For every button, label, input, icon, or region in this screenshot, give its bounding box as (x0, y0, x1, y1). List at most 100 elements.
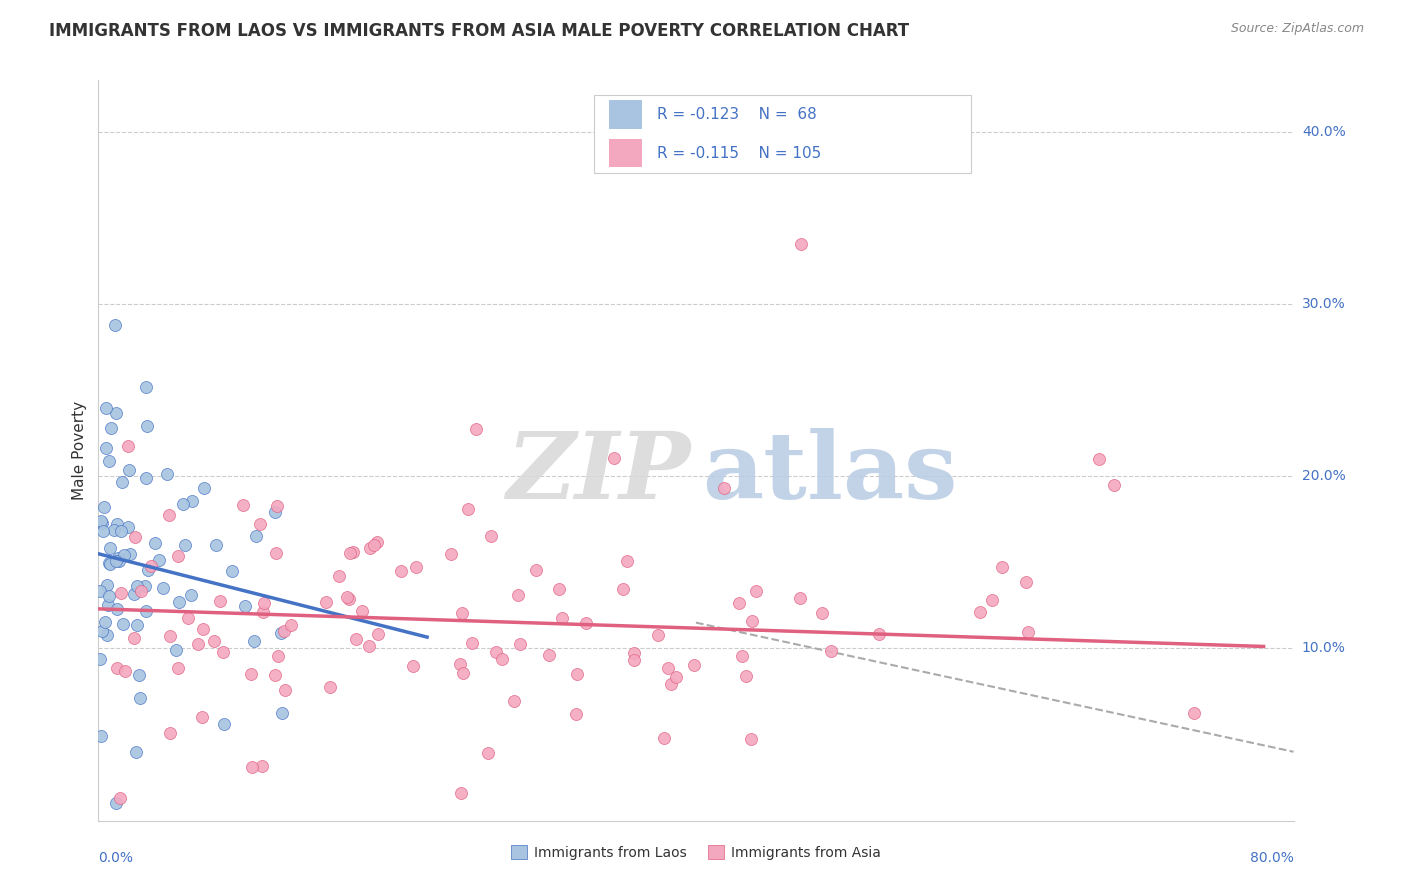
Point (120, 547, 142, 561)
Point (991, 559, 1014, 574)
Point (124, 530, 146, 544)
Text: 40.0%: 40.0% (1302, 125, 1346, 139)
Point (125, 745, 148, 759)
Point (209, 594, 232, 608)
Point (503, 694, 526, 708)
Text: IMMIGRANTS FROM LAOS VS IMMIGRANTS FROM ASIA MALE POVERTY CORRELATION CHART: IMMIGRANTS FROM LAOS VS IMMIGRANTS FROM … (49, 22, 910, 40)
Point (135, 471, 157, 485)
Point (156, 467, 179, 481)
Point (159, 629, 181, 643)
Point (280, 618, 302, 632)
FancyBboxPatch shape (595, 95, 972, 173)
Point (401, 658, 423, 673)
Point (344, 632, 367, 647)
Point (683, 657, 706, 672)
Point (105, 660, 128, 674)
Point (180, 493, 202, 508)
Text: ZIP: ZIP (506, 427, 690, 517)
Y-axis label: Male Poverty: Male Poverty (72, 401, 87, 500)
Point (128, 668, 150, 682)
Point (250, 759, 273, 773)
Point (97, 599, 120, 613)
Point (491, 652, 513, 666)
Point (461, 636, 484, 650)
Point (187, 637, 209, 651)
Point (173, 537, 195, 551)
Point (449, 657, 471, 671)
Point (232, 498, 254, 512)
Point (603, 450, 626, 465)
Point (451, 666, 474, 681)
Point (193, 623, 215, 637)
Point (159, 726, 181, 740)
Point (105, 517, 128, 532)
Point (177, 610, 200, 624)
Point (389, 565, 412, 579)
Point (659, 677, 682, 691)
Point (89, 652, 111, 666)
Point (108, 554, 131, 568)
Point (263, 505, 285, 519)
Text: atlas: atlas (702, 427, 957, 517)
Point (616, 554, 638, 568)
Point (465, 422, 488, 436)
Point (136, 419, 159, 434)
Point (350, 604, 373, 618)
Point (477, 746, 499, 760)
Point (105, 797, 128, 811)
Point (366, 534, 388, 549)
Text: R = -0.115    N = 105: R = -0.115 N = 105 (657, 146, 821, 161)
Point (166, 661, 188, 675)
Point (97, 556, 120, 570)
Point (136, 563, 159, 577)
Point (91, 624, 114, 639)
Point (205, 538, 228, 552)
Point (104, 318, 127, 332)
Point (318, 681, 340, 695)
Point (647, 628, 669, 642)
Point (117, 439, 139, 453)
Point (114, 664, 136, 678)
Point (1088, 452, 1111, 467)
Point (270, 625, 292, 640)
Point (96, 441, 118, 455)
Point (565, 667, 588, 681)
Point (253, 595, 276, 609)
Point (93, 500, 115, 514)
Point (451, 606, 474, 620)
Point (551, 611, 574, 625)
Point (128, 691, 150, 706)
Point (107, 551, 129, 566)
Point (212, 717, 235, 731)
Point (657, 661, 679, 675)
Point (240, 760, 263, 774)
Point (211, 645, 233, 659)
Point (129, 584, 152, 599)
Text: R = -0.123    N =  68: R = -0.123 N = 68 (657, 107, 817, 122)
Legend: Immigrants from Laos, Immigrants from Asia: Immigrants from Laos, Immigrants from As… (505, 839, 887, 865)
Point (221, 564, 243, 578)
Point (111, 475, 134, 489)
Point (537, 648, 560, 662)
Point (524, 563, 547, 577)
Text: 20.0%: 20.0% (1302, 469, 1346, 483)
Point (367, 627, 389, 641)
Point (180, 588, 202, 602)
Point (981, 593, 1004, 607)
Point (359, 541, 381, 555)
Point (122, 587, 145, 601)
Point (112, 548, 135, 562)
Point (157, 508, 180, 522)
Point (969, 606, 991, 620)
Point (654, 731, 676, 745)
Point (143, 536, 166, 550)
Point (110, 791, 132, 805)
Point (565, 707, 588, 722)
Point (1015, 575, 1038, 590)
Point (167, 549, 190, 564)
Point (202, 634, 225, 648)
Point (117, 520, 139, 534)
Point (270, 706, 292, 721)
Point (405, 559, 427, 574)
Point (165, 642, 187, 657)
